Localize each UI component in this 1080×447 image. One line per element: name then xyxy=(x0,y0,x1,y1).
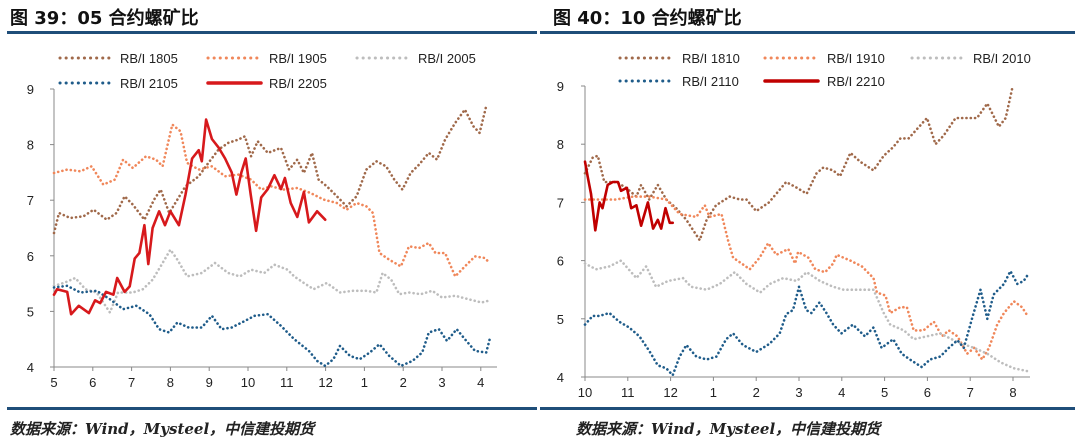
title-divider-left xyxy=(7,31,537,34)
series-line-rb-i-2105 xyxy=(52,284,491,368)
y-tick-label: 7 xyxy=(27,193,34,208)
x-tick-label: 8 xyxy=(1009,385,1016,400)
y-tick-label: 6 xyxy=(27,249,34,264)
x-tick-label: 7 xyxy=(128,375,135,390)
legend-label: RB/I 1905 xyxy=(269,51,327,66)
x-tick-label: 5 xyxy=(50,375,57,390)
x-tick-label: 10 xyxy=(578,385,592,400)
legend-label: RB/I 1910 xyxy=(827,51,885,66)
legend-label: RB/I 2105 xyxy=(120,76,178,91)
source-note-left: 数据来源：Wind，Mysteel，中信建投期货 xyxy=(10,420,315,438)
chart-title-left: 图 39：05 合约螺矿比 xyxy=(10,8,199,29)
legend-label: RB/I 1810 xyxy=(682,51,740,66)
x-tick-label: 6 xyxy=(924,385,931,400)
x-tick-label: 8 xyxy=(167,375,174,390)
x-tick-label: 2 xyxy=(400,375,407,390)
footer-divider-left xyxy=(7,407,537,410)
x-tick-label: 4 xyxy=(838,385,845,400)
x-tick-label: 4 xyxy=(477,375,484,390)
series-line-rb-i-2005 xyxy=(52,248,490,314)
x-tick-label: 1 xyxy=(710,385,717,400)
y-tick-label: 7 xyxy=(557,195,564,210)
legend-label: RB/I 2110 xyxy=(682,74,739,89)
series-line-rb-i-1810 xyxy=(583,87,1014,242)
y-tick-label: 8 xyxy=(557,137,564,152)
footer-divider-right xyxy=(540,407,1075,410)
x-tick-label: 9 xyxy=(206,375,213,390)
legend-label: RB/I 2005 xyxy=(418,51,476,66)
x-tick-label: 7 xyxy=(967,385,974,400)
series-line-rb-i-2110 xyxy=(583,269,1029,377)
source-note-right: 数据来源：Wind，Mysteel，中信建投期货 xyxy=(576,420,881,438)
title-divider-right xyxy=(540,31,1075,34)
y-tick-label: 6 xyxy=(557,254,564,269)
y-tick-label: 5 xyxy=(27,304,34,319)
legend-label: RB/I 2210 xyxy=(827,74,885,89)
series-line-rb-i-1910 xyxy=(583,195,1029,361)
series-line-rb-i-1905 xyxy=(52,123,491,278)
x-tick-label: 12 xyxy=(663,385,677,400)
x-tick-label: 6 xyxy=(89,375,96,390)
x-tick-label: 3 xyxy=(438,375,445,390)
x-tick-label: 11 xyxy=(280,375,294,390)
y-tick-label: 8 xyxy=(27,138,34,153)
series-line-rb-i-2010 xyxy=(583,259,1029,373)
x-tick-label: 3 xyxy=(795,385,802,400)
x-tick-label: 1 xyxy=(361,375,368,390)
legend-label: RB/I 2010 xyxy=(973,51,1031,66)
x-tick-label: 11 xyxy=(621,385,635,400)
y-tick-label: 9 xyxy=(557,79,564,94)
legend-label: RB/I 1805 xyxy=(120,51,178,66)
chart-title-right: 图 40：10 合约螺矿比 xyxy=(553,8,742,29)
y-tick-label: 9 xyxy=(27,82,34,97)
x-tick-label: 5 xyxy=(881,385,888,400)
series-line-rb-i-2210 xyxy=(583,160,674,232)
x-tick-label: 12 xyxy=(318,375,332,390)
x-tick-label: 10 xyxy=(241,375,255,390)
y-tick-label: 4 xyxy=(557,370,564,385)
legend-label: RB/I 2205 xyxy=(269,76,327,91)
x-tick-label: 2 xyxy=(753,385,760,400)
series-line-rb-i-1805 xyxy=(52,104,488,235)
series-line-rb-i-2205 xyxy=(52,118,327,316)
y-tick-label: 4 xyxy=(27,360,34,375)
y-tick-label: 5 xyxy=(557,312,564,327)
